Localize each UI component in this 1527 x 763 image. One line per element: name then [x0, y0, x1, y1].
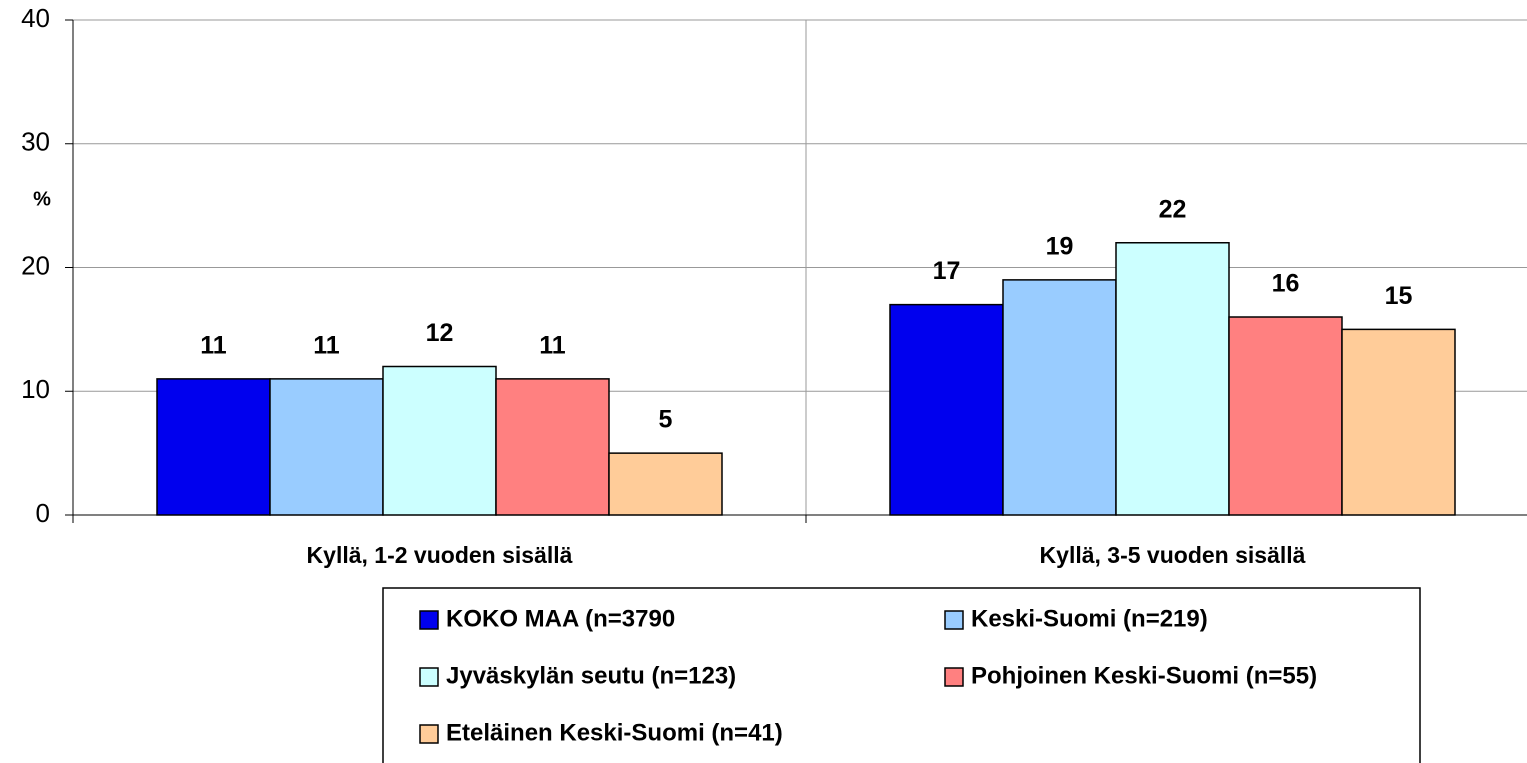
bar [495, 378, 610, 516]
data-label: 16 [1272, 270, 1300, 298]
bar [269, 378, 384, 516]
legend-swatch [944, 667, 964, 687]
data-label: 15 [1385, 282, 1413, 310]
legend-swatch [419, 667, 439, 687]
data-label: 11 [539, 331, 566, 359]
x-tick-label: Kyllä, 3-5 vuoden sisällä [1040, 542, 1306, 568]
legend-swatch [419, 610, 439, 630]
x-tick-label: Kyllä, 1-2 vuoden sisällä [307, 542, 573, 568]
legend-swatch [419, 724, 439, 744]
y-tick-label: 10 [21, 374, 50, 404]
legend-label: Pohjoinen Keski-Suomi (n=55) [971, 662, 1317, 689]
y-tick-label: 0 [36, 498, 50, 528]
bar [1228, 316, 1343, 516]
bar [608, 452, 723, 516]
bar [1115, 242, 1230, 516]
data-label: 5 [659, 406, 673, 434]
legend-label: Jyväskylän seutu (n=123) [446, 662, 736, 689]
y-tick-label: 30 [21, 127, 50, 157]
data-label: 17 [933, 257, 961, 285]
legend-label: Keski-Suomi (n=219) [971, 605, 1208, 632]
legend-label: KOKO MAA (n=3790 [446, 605, 675, 632]
legend-label: Eteläinen Keski-Suomi (n=41) [446, 719, 783, 746]
y-axis-label: % [33, 188, 51, 210]
y-tick-label: 20 [21, 250, 50, 280]
data-label: 22 [1159, 195, 1187, 223]
bar [382, 365, 497, 516]
bar [1341, 328, 1456, 516]
data-label: 11 [200, 331, 227, 359]
bar [1002, 279, 1117, 516]
bar [889, 303, 1004, 516]
legend-box [382, 587, 1421, 763]
bar [156, 378, 271, 516]
data-label: 12 [426, 319, 454, 347]
data-label: 11 [313, 331, 340, 359]
legend-swatch [944, 610, 964, 630]
y-tick-label: 40 [21, 3, 50, 33]
data-label: 19 [1046, 232, 1074, 260]
